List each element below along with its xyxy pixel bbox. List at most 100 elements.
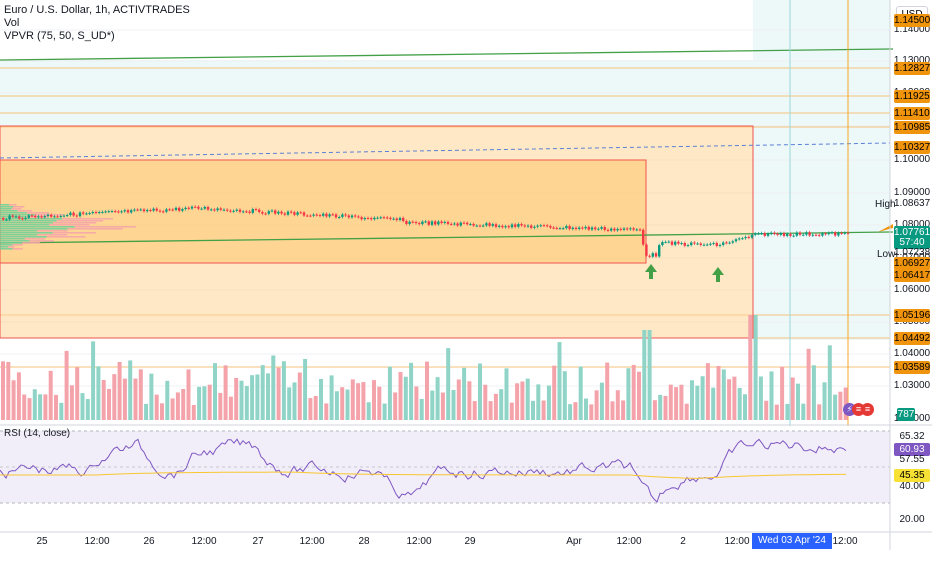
- time-tick-label: 25: [36, 536, 48, 547]
- volume-bar: [599, 382, 604, 420]
- candle-body: [818, 234, 821, 236]
- volume-bar: [451, 389, 456, 420]
- volume-bar: [409, 362, 414, 420]
- candle-body: [757, 233, 760, 235]
- volume-bar: [361, 382, 366, 420]
- volume-bar: [568, 404, 573, 420]
- candle-body: [344, 214, 347, 216]
- candle-body: [267, 211, 270, 214]
- profile-bar: [67, 228, 123, 230]
- candle-body: [254, 209, 258, 211]
- candle-body: [677, 241, 680, 244]
- volume-bar: [244, 386, 249, 420]
- candle-body: [622, 228, 626, 230]
- price-level-tag: 1.12827: [894, 62, 931, 75]
- candle-body: [350, 215, 354, 218]
- upper-trend-line[interactable]: [0, 48, 894, 61]
- profile-bar: [11, 208, 22, 210]
- lower-trend-line[interactable]: [0, 231, 894, 244]
- profile-bar: [49, 224, 90, 226]
- candle-body: [178, 207, 181, 211]
- volume-bar: [69, 385, 74, 420]
- volume-bar: [753, 315, 758, 420]
- volume-bar: [366, 402, 371, 420]
- volume-bar: [414, 386, 419, 420]
- candle-body: [699, 243, 702, 245]
- volume-bar: [758, 376, 763, 420]
- candle-body: [821, 233, 824, 236]
- vpvr-legend[interactable]: VPVR (75, 50, S_UD*): [4, 30, 115, 42]
- volume-bar: [790, 377, 795, 420]
- profile-bar: [12, 248, 23, 250]
- candle-body: [811, 234, 814, 236]
- volume-bar: [308, 398, 313, 420]
- inner-zone-box[interactable]: [0, 159, 647, 264]
- candle-body: [629, 228, 632, 230]
- candle-body: [277, 211, 280, 214]
- price-level-tag: 57:40: [894, 236, 930, 249]
- candle-body: [485, 223, 488, 226]
- candle-body: [514, 224, 517, 227]
- candle-body: [174, 207, 178, 210]
- candle-body: [478, 225, 482, 227]
- candle-body: [414, 222, 418, 224]
- volume-bar: [700, 376, 705, 420]
- price-tick-label: 1.04000: [893, 348, 931, 359]
- chart-title[interactable]: Euro / U.S. Dollar, 1h, ACTIVTRADES: [4, 4, 190, 16]
- candle-body: [14, 216, 18, 218]
- chart-canvas[interactable]: [0, 0, 932, 550]
- flag-icon[interactable]: ≡: [861, 403, 874, 416]
- volume-bar: [716, 365, 721, 420]
- price-tick-label: 1.09000: [893, 187, 931, 198]
- price-pointer-icon: [878, 224, 893, 232]
- candle-body: [306, 215, 309, 217]
- profile-bar: [8, 246, 15, 248]
- candle-body: [552, 227, 555, 229]
- volume-legend[interactable]: Vol: [4, 17, 20, 29]
- price-tick-label: 1.03000: [893, 380, 931, 391]
- volume-bar: [356, 383, 361, 420]
- volume-bar: [393, 392, 398, 420]
- candle-body: [744, 236, 747, 239]
- volume-bar: [1, 361, 5, 420]
- volume-bar: [674, 387, 679, 420]
- candle-body: [43, 216, 46, 218]
- candle-body: [763, 233, 766, 236]
- candle-body: [398, 217, 402, 221]
- candle-body: [450, 223, 453, 225]
- rsi-legend[interactable]: RSI (14, close): [4, 428, 71, 439]
- volume-bar: [11, 380, 16, 420]
- volume-bar: [822, 382, 827, 420]
- crosshair-time-label: Wed 03 Apr '24 00:00: [752, 533, 832, 562]
- candle-body: [258, 209, 261, 213]
- candle-body: [667, 241, 670, 243]
- candle-body: [334, 214, 338, 218]
- candle-body: [616, 228, 619, 231]
- volume-bar: [732, 376, 737, 420]
- candle-body: [645, 244, 648, 256]
- price-level-tag: 1.04492: [894, 332, 931, 345]
- profile-bar: [46, 236, 86, 238]
- rsi-ma-line: [0, 471, 846, 479]
- volume-bar: [727, 379, 732, 420]
- candle-body: [482, 225, 485, 227]
- volume-badge: 787: [897, 408, 915, 421]
- price-level-tag: 1.11410: [894, 107, 930, 120]
- volume-bar: [149, 373, 154, 420]
- volume-bar: [297, 372, 302, 420]
- candle-body: [226, 209, 229, 211]
- profile-bar: [0, 228, 68, 230]
- volume-bar: [652, 400, 657, 420]
- volume-bar: [75, 367, 80, 420]
- volume-bar: [610, 401, 615, 420]
- dashed-level-line[interactable]: [0, 142, 891, 159]
- volume-bar: [292, 382, 297, 420]
- candle-body: [686, 245, 690, 247]
- candle-body: [376, 217, 379, 219]
- volume-bar: [642, 330, 647, 420]
- volume-bar: [552, 365, 557, 420]
- volume-bar: [138, 369, 143, 420]
- profile-bar: [12, 244, 23, 246]
- candle-body: [418, 223, 421, 225]
- volume-bar: [165, 380, 170, 420]
